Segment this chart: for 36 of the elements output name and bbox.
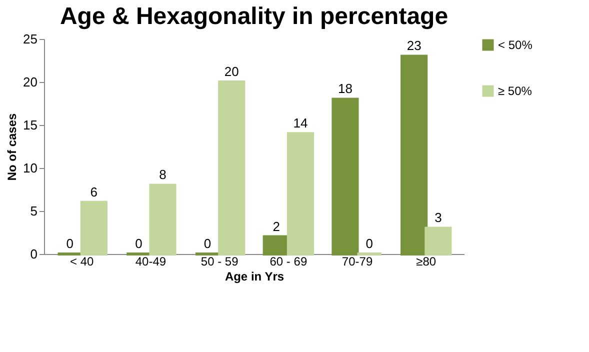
bar (218, 80, 246, 256)
data-label: 18 (338, 81, 352, 96)
y-tick-label: 20 (23, 74, 38, 90)
y-axis-title: No of cases (5, 112, 20, 181)
data-label: 14 (293, 116, 308, 131)
bar (400, 54, 428, 256)
x-tick-label: 40-49 (135, 254, 166, 268)
data-label: 0 (204, 236, 212, 251)
x-tick-label: 50 - 59 (200, 254, 239, 268)
y-tick-label: 0 (30, 246, 38, 262)
data-label: 8 (159, 167, 166, 182)
data-label: 0 (135, 236, 142, 251)
legend-label: < 50% (498, 38, 533, 52)
bar (149, 184, 176, 256)
data-label: 0 (366, 236, 373, 251)
y-tick-label: 10 (23, 160, 38, 176)
data-label: 0 (66, 236, 74, 251)
bar (424, 226, 452, 256)
bar (332, 98, 359, 256)
bar (80, 200, 108, 256)
x-tick-label: 70-79 (342, 254, 373, 268)
legend-label: ≥ 50% (498, 84, 532, 98)
data-label: 3 (434, 210, 442, 226)
y-tick-label: 15 (23, 118, 38, 132)
data-label: 2 (272, 218, 280, 234)
y-tick-label: 5 (30, 204, 38, 218)
x-axis-title: Age in Yrs (224, 270, 284, 284)
x-tick-label: ≥80 (416, 254, 436, 268)
data-label: 6 (90, 184, 98, 200)
bar (286, 132, 314, 256)
data-label: 23 (406, 38, 422, 54)
x-tick-label: 60 - 69 (270, 254, 308, 268)
y-tick-label: 25 (23, 32, 38, 46)
data-label: 20 (224, 64, 239, 79)
x-tick-label: < 40 (70, 254, 94, 268)
chart-title: Age & Hexagonality in percentage (60, 3, 448, 30)
